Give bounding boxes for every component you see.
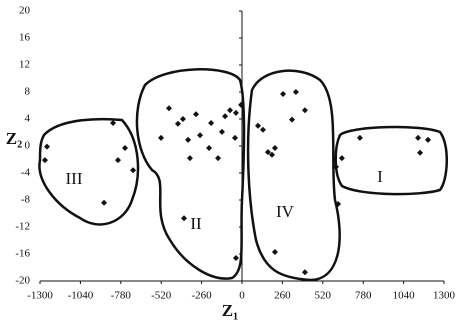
x-tick-label: -780 bbox=[111, 290, 132, 302]
point bbox=[115, 157, 122, 164]
x-tick-label: 1040 bbox=[393, 290, 416, 302]
point bbox=[158, 134, 165, 141]
x-tick-label: 520 bbox=[315, 290, 332, 302]
x-tick-label: 1300 bbox=[433, 290, 456, 302]
point bbox=[301, 107, 308, 114]
y-tick-label: -8 bbox=[21, 194, 31, 206]
cluster-outline bbox=[135, 68, 246, 280]
x-axis-title: Z₁ bbox=[222, 301, 238, 320]
point bbox=[208, 120, 215, 127]
point bbox=[264, 149, 271, 156]
y-axis-title: Z₂ bbox=[6, 129, 22, 148]
point bbox=[417, 149, 424, 156]
point bbox=[185, 136, 192, 143]
point bbox=[218, 128, 225, 135]
y-tick-label: 16 bbox=[19, 32, 31, 44]
x-tick-label: 260 bbox=[274, 290, 291, 302]
point bbox=[197, 132, 204, 139]
point bbox=[280, 91, 287, 98]
point bbox=[174, 120, 181, 127]
point bbox=[333, 163, 340, 170]
point bbox=[181, 215, 188, 222]
y-tick-label: -12 bbox=[15, 221, 30, 233]
y-tick-label: -16 bbox=[15, 248, 30, 260]
point bbox=[238, 101, 245, 108]
y-tick-label: 0 bbox=[25, 140, 31, 152]
cluster-label: II bbox=[190, 214, 202, 233]
cluster-outline bbox=[334, 125, 448, 196]
point bbox=[424, 136, 431, 143]
point bbox=[215, 155, 222, 162]
point bbox=[179, 116, 186, 122]
point bbox=[186, 155, 193, 162]
y-tick-label: 4 bbox=[25, 113, 31, 125]
point bbox=[259, 126, 266, 133]
point bbox=[255, 122, 262, 129]
y-tick-label: -20 bbox=[15, 275, 30, 287]
point bbox=[227, 107, 234, 114]
y-tick-label: 12 bbox=[19, 59, 30, 71]
x-tick-label: 780 bbox=[355, 290, 372, 302]
y-tick-label: -4 bbox=[21, 167, 31, 179]
point bbox=[335, 201, 342, 208]
point bbox=[121, 145, 128, 152]
point bbox=[289, 116, 296, 123]
point bbox=[232, 109, 239, 116]
point bbox=[301, 269, 308, 276]
point bbox=[338, 155, 345, 162]
point bbox=[356, 134, 363, 141]
x-tick-label: -1040 bbox=[68, 290, 94, 302]
point bbox=[268, 151, 275, 158]
point bbox=[165, 105, 172, 112]
point bbox=[271, 248, 278, 255]
cluster-label: IV bbox=[276, 202, 295, 221]
point bbox=[415, 134, 422, 141]
point bbox=[101, 199, 108, 206]
y-tick-label: 8 bbox=[25, 86, 31, 98]
point bbox=[206, 145, 213, 152]
point bbox=[41, 157, 48, 164]
point bbox=[232, 134, 239, 141]
x-tick-label: -520 bbox=[151, 290, 172, 302]
x-tick-label: -260 bbox=[192, 290, 213, 302]
point bbox=[271, 145, 278, 152]
cluster-label: I bbox=[377, 167, 383, 186]
point bbox=[110, 120, 117, 127]
cluster-outlines bbox=[38, 68, 448, 282]
x-tick-label: -1300 bbox=[27, 290, 53, 302]
point bbox=[232, 255, 239, 262]
point bbox=[222, 113, 229, 120]
y-tick-label: 20 bbox=[19, 5, 31, 17]
x-tick-label: 0 bbox=[239, 290, 245, 302]
cluster-label: III bbox=[66, 169, 83, 188]
cluster-outline bbox=[246, 69, 341, 282]
point bbox=[43, 143, 50, 150]
point bbox=[193, 111, 200, 118]
point bbox=[292, 89, 299, 95]
point bbox=[130, 167, 137, 174]
cluster-outline bbox=[38, 117, 140, 226]
